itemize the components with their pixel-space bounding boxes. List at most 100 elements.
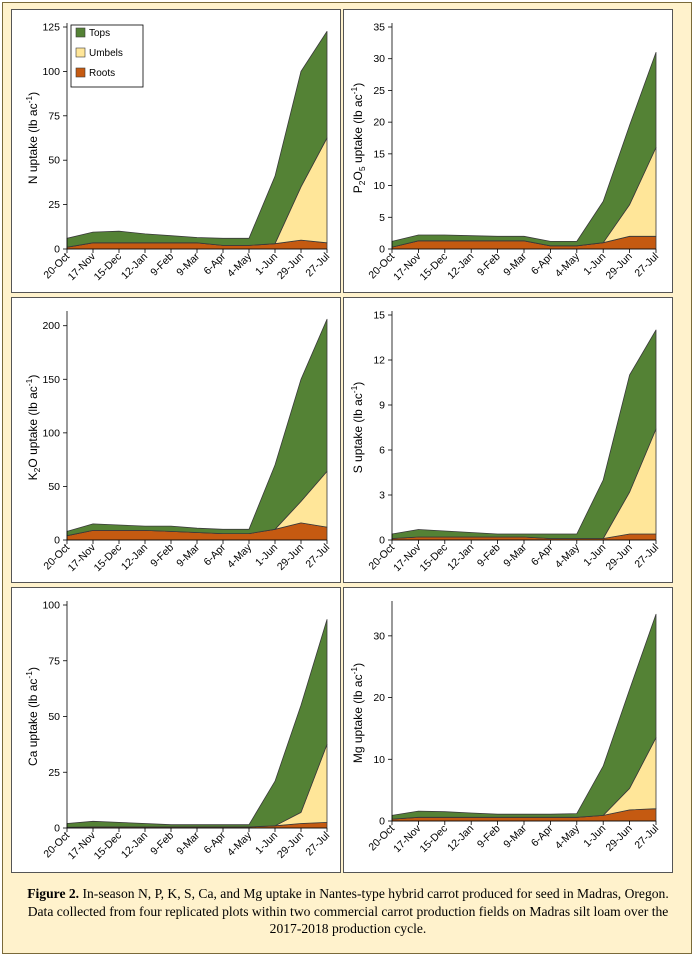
x-tick-label: 9-Mar xyxy=(174,250,202,278)
y-tick-label: 15 xyxy=(373,310,385,322)
chart-svg-k: 05010015020020-Oct17-Nov15-Dec12-Jan9-Fe… xyxy=(24,311,332,574)
x-tick-label: 9-Feb xyxy=(475,823,503,851)
y-axis-label: Ca uptake (lb ac-1) xyxy=(24,667,40,766)
y-tick-label: 200 xyxy=(42,320,60,332)
label-text: ) xyxy=(351,663,365,667)
label-superscript: -1 xyxy=(349,667,359,675)
y-tick-label: 0 xyxy=(379,244,385,256)
x-tick-label: 12-Jan xyxy=(119,542,150,573)
y-tick-label: 0 xyxy=(379,535,385,547)
y-tick-label: 25 xyxy=(48,199,60,211)
area-tops xyxy=(391,52,657,248)
x-tick-label: 4-May xyxy=(553,822,583,852)
y-tick-label: 10 xyxy=(373,180,385,192)
x-tick-label: 17-Nov xyxy=(66,541,99,574)
x-tick-label: 29-Jun xyxy=(275,542,306,573)
x-tick-label: 27-Jul xyxy=(632,823,661,852)
chart-panel-n-uptake: 0 25 50 75 100 125 20-Oct 17-Nov 15-Dec 12-Jan 9-F… xyxy=(11,9,341,293)
x-tick-label: 15-Dec xyxy=(417,251,449,283)
y-axis-label: S uptake (lb ac-1) xyxy=(349,382,365,474)
chart-panel-p2o5-uptake: 0 5 10 15 20 25 30 35 20-Oct 17-Nov 15-Dec 12-Jan 9-… xyxy=(343,9,673,293)
label-superscript: -1 xyxy=(24,378,34,386)
chart-panel-ca-uptake: 0 25 50 75 100 20-Oct 17-Nov 15-Dec 12-Jan 9-Feb 9… xyxy=(11,587,341,873)
y-tick-label: 35 xyxy=(373,22,385,34)
area-tops xyxy=(66,318,328,537)
x-tick-label: 9-Feb xyxy=(475,251,503,279)
caption-text: In-season N, P, K, S, Ca, and Mg uptake … xyxy=(27,886,669,936)
y-tick-label: 100 xyxy=(42,427,60,439)
label-text: N uptake (lb ac xyxy=(26,103,40,184)
x-tick-label: 4-May xyxy=(225,829,255,859)
y-axis-label: Mg uptake (lb ac-1) xyxy=(349,663,365,763)
y-tick-label: 0 xyxy=(54,823,60,835)
y-tick-label: 100 xyxy=(42,600,60,612)
legend-label-umbels: Umbels xyxy=(89,48,123,59)
y-tick-label: 150 xyxy=(42,374,60,386)
y-tick-label: 0 xyxy=(379,816,385,828)
x-tick-label: 9-Mar xyxy=(501,541,529,569)
x-tick-label: 9-Mar xyxy=(174,541,202,569)
x-tick-label: 29-Jun xyxy=(275,830,306,861)
y-tick-label: 25 xyxy=(48,767,60,779)
label-text: S uptake (lb ac xyxy=(351,393,365,473)
label-superscript: -1 xyxy=(349,87,359,95)
x-tick-label: 9-Mar xyxy=(501,250,529,278)
chart-svg-mg: 010203020-Oct17-Nov15-Dec12-Jan9-Feb9-Ma… xyxy=(349,601,661,855)
y-tick-label: 125 xyxy=(42,22,60,34)
x-tick-label: 4-May xyxy=(225,250,255,280)
legend-swatch-roots xyxy=(75,67,86,78)
x-tick-label: 6-Apr xyxy=(201,250,228,277)
y-tick-label: 20 xyxy=(373,692,385,704)
x-tick-label: 15-Dec xyxy=(417,542,449,574)
y-tick-label: 5 xyxy=(379,212,385,224)
label-text: Mg uptake (lb ac xyxy=(351,674,365,763)
y-axis-label: K2O uptake (lb ac-1) xyxy=(24,375,42,481)
caption-label: Figure 2. xyxy=(27,886,80,901)
x-tick-label: 9-Feb xyxy=(148,830,176,858)
figure-caption: Figure 2. In-season N, P, K, S, Ca, and … xyxy=(13,885,683,938)
label-text: uptake (lb ac xyxy=(351,94,365,166)
x-tick-label: 4-May xyxy=(553,250,583,280)
x-tick-label: 12-Jan xyxy=(445,823,476,854)
x-tick-label: 12-Jan xyxy=(119,251,150,282)
y-axis-label: N uptake (lb ac-1) xyxy=(24,92,40,184)
x-tick-label: 9-Feb xyxy=(148,542,176,570)
chart-svg-p: 0510152025303520-Oct17-Nov15-Dec12-Jan9-… xyxy=(349,22,661,284)
y-tick-label: 30 xyxy=(373,630,385,642)
x-tick-label: 4-May xyxy=(225,541,255,571)
x-tick-label: 27-Jul xyxy=(303,542,332,571)
y-tick-label: 6 xyxy=(379,445,385,457)
x-tick-label: 6-Apr xyxy=(529,541,556,568)
area-tops xyxy=(66,31,328,248)
chart-panel-s-uptake: 0 3 6 9 12 15 20-Oct 17-Nov 15-Dec 12-Jan 9-Feb 9-M… xyxy=(343,297,673,583)
y-tick-label: 75 xyxy=(48,110,60,122)
x-tick-label: 27-Jul xyxy=(632,542,661,571)
label-text: ) xyxy=(26,667,40,671)
chart-svg-s: 0369121520-Oct17-Nov15-Dec12-Jan9-Feb9-M… xyxy=(349,310,661,575)
y-tick-label: 75 xyxy=(48,655,60,667)
x-tick-label: 12-Jan xyxy=(119,830,150,861)
x-tick-label: 17-Nov xyxy=(391,822,424,855)
x-tick-label: 4-May xyxy=(553,541,583,571)
y-tick-label: 50 xyxy=(48,711,60,723)
label-text: P xyxy=(351,185,365,193)
y-axis-label: P2O5 uptake (lb ac-1) xyxy=(349,83,367,193)
label-text: Ca uptake (lb ac xyxy=(26,679,40,766)
x-tick-label: 17-Nov xyxy=(391,250,424,283)
y-tick-label: 0 xyxy=(54,244,60,256)
y-tick-label: 0 xyxy=(54,535,60,547)
chart-svg-ca: 025507510020-Oct17-Nov15-Dec12-Jan9-Feb9… xyxy=(24,600,332,863)
legend-label-tops: Tops xyxy=(89,28,110,39)
chart-panel-k2o-uptake: 0 50 100 150 200 20-Oct 17-Nov 15-Dec 12-Jan 9-Fe… xyxy=(11,297,341,583)
x-tick-label: 6-Apr xyxy=(201,541,228,568)
chart-svg-n: 025507510012520-Oct17-Nov15-Dec12-Jan9-F… xyxy=(24,22,332,284)
x-tick-label: 15-Dec xyxy=(417,823,449,855)
x-tick-label: 12-Jan xyxy=(445,542,476,573)
x-tick-label: 9-Mar xyxy=(501,822,529,850)
label-superscript: -1 xyxy=(24,671,34,679)
y-tick-label: 50 xyxy=(48,481,60,493)
y-tick-label: 30 xyxy=(373,53,385,65)
label-subscript: 2 xyxy=(357,180,367,185)
y-tick-label: 25 xyxy=(373,85,385,97)
